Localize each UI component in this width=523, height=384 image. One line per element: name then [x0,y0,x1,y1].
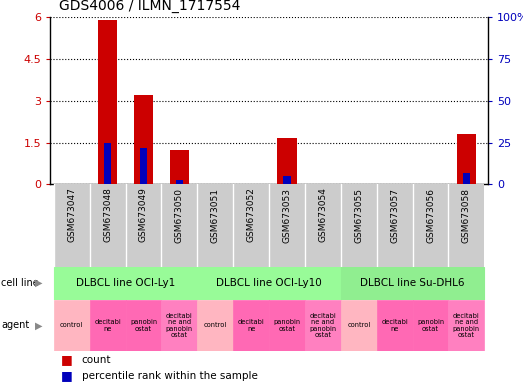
Text: GSM673049: GSM673049 [139,188,148,243]
Bar [413,300,449,351]
Bar [54,300,89,351]
Bar [305,184,341,267]
Text: DLBCL line OCI-Ly1: DLBCL line OCI-Ly1 [76,278,175,288]
Bar [463,173,470,184]
Text: panobin
ostat: panobin ostat [130,319,157,332]
Bar [104,142,111,184]
Bar [449,184,484,267]
Text: GSM673056: GSM673056 [426,188,435,243]
Bar [54,184,89,267]
Text: decitabi
ne: decitabi ne [381,319,408,332]
Bar [134,95,153,184]
Text: GSM673055: GSM673055 [354,188,363,243]
Text: ■: ■ [61,353,72,366]
Bar [277,138,297,184]
Text: GSM673054: GSM673054 [319,188,327,243]
Bar [377,300,413,351]
Bar [305,300,341,351]
Text: agent: agent [1,320,29,331]
Bar [176,180,183,184]
Text: GSM673058: GSM673058 [462,188,471,243]
Text: cell line: cell line [1,278,39,288]
Text: GSM673051: GSM673051 [211,188,220,243]
Bar [233,184,269,267]
Bar [413,184,449,267]
Text: decitabi
ne and
panobin
ostat: decitabi ne and panobin ostat [309,313,336,338]
Bar [269,300,305,351]
Text: decitabi
ne: decitabi ne [238,319,265,332]
Bar [197,267,341,300]
Bar [457,134,476,184]
Bar [89,300,126,351]
Text: GSM673053: GSM673053 [282,188,291,243]
Text: DLBCL line Su-DHL6: DLBCL line Su-DHL6 [360,278,465,288]
Bar [233,300,269,351]
Text: decitabi
ne: decitabi ne [94,319,121,332]
Bar [341,184,377,267]
Bar [341,300,377,351]
Text: decitabi
ne and
panobin
ostat: decitabi ne and panobin ostat [166,313,193,338]
Text: ▶: ▶ [35,320,42,331]
Bar [54,267,197,300]
Text: decitabi
ne and
panobin
ostat: decitabi ne and panobin ostat [453,313,480,338]
Bar [341,267,484,300]
Text: count: count [82,354,111,364]
Text: panobin
ostat: panobin ostat [274,319,301,332]
Bar [162,300,197,351]
Text: ■: ■ [61,369,72,382]
Text: control: control [347,323,370,328]
Text: GDS4006 / ILMN_1717554: GDS4006 / ILMN_1717554 [59,0,241,13]
Bar [377,184,413,267]
Bar [126,184,162,267]
Text: panobin
ostat: panobin ostat [417,319,444,332]
Text: percentile rank within the sample: percentile rank within the sample [82,371,257,381]
Text: control: control [60,323,83,328]
Bar [126,300,162,351]
Bar [162,184,197,267]
Bar [140,147,147,184]
Bar [269,184,305,267]
Text: ▶: ▶ [35,278,42,288]
Text: GSM673048: GSM673048 [103,188,112,243]
Text: GSM673057: GSM673057 [390,188,399,243]
Bar [197,184,233,267]
Bar [197,300,233,351]
Bar [283,176,291,184]
Bar [449,300,484,351]
Bar [98,20,118,184]
Text: GSM673050: GSM673050 [175,188,184,243]
Text: control: control [203,323,227,328]
Bar [169,149,189,184]
Text: GSM673047: GSM673047 [67,188,76,243]
Text: GSM673052: GSM673052 [247,188,256,243]
Text: DLBCL line OCI-Ly10: DLBCL line OCI-Ly10 [216,278,322,288]
Bar [89,184,126,267]
